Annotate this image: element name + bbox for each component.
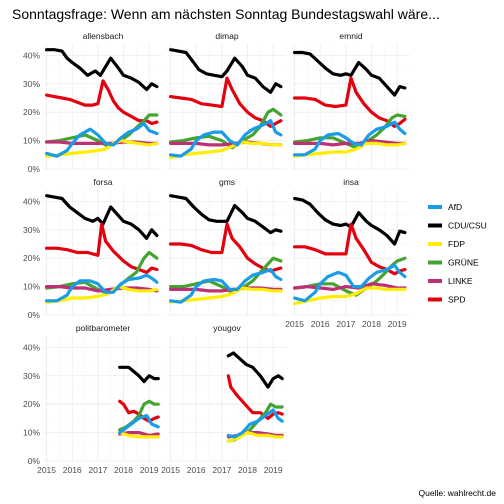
series-line-fdp — [293, 141, 407, 158]
series-line-spd — [169, 76, 283, 129]
series-line-fdp — [226, 431, 284, 443]
series-line-fdp — [169, 140, 283, 160]
y-tick-label: 0% — [28, 456, 41, 466]
series-line-spd — [44, 222, 159, 274]
y-tick-label: 30% — [23, 225, 40, 235]
series-line-cdu-csu — [169, 48, 283, 94]
panels-layer: allensbach 0% 10% 20% 30% 40% dimap emnid forsa 0… — [23, 31, 410, 475]
x-tick-label: 2019 — [388, 319, 407, 329]
panel-title: yougov — [213, 323, 241, 333]
legend-label: CDU/CSU — [448, 221, 487, 231]
series-line-cdu-csu — [44, 48, 159, 92]
panel-title: dimap — [215, 31, 238, 41]
legend-label: FDP — [448, 239, 465, 249]
panel-emnid: emnid — [292, 31, 410, 170]
panel-forsa: forsa 0% 10% 20% 30% 40% — [23, 177, 162, 320]
panel-title: insa — [343, 177, 359, 187]
series-line-afd — [44, 273, 159, 303]
panel-background — [44, 336, 162, 461]
legend-label: SPD — [448, 295, 465, 305]
panel-title: allensbach — [83, 31, 124, 41]
panel-background — [168, 44, 286, 169]
series-line-cdu-csu — [169, 194, 283, 235]
y-tick-label: 40% — [23, 196, 40, 206]
x-tick-label: 2015 — [285, 319, 304, 329]
chart-caption: Quelle: wahlrecht.de — [419, 488, 497, 498]
x-tick-label: 2015 — [161, 465, 180, 475]
x-tick-label: 2017 — [212, 465, 231, 475]
y-tick-label: 10% — [23, 282, 40, 292]
panel-background — [292, 44, 410, 169]
legend-item-spd: SPD — [428, 295, 465, 305]
series-line-afd — [118, 413, 160, 435]
series-line-spd — [293, 222, 407, 276]
series-line-spd — [44, 79, 159, 126]
y-tick-label: 40% — [23, 50, 40, 60]
panel-title: forsa — [94, 177, 113, 187]
y-tick-label: 20% — [23, 253, 40, 263]
legend-item-cdu-csu: CDU/CSU — [428, 221, 487, 231]
y-tick-label: 30% — [23, 371, 40, 381]
y-tick-label: 20% — [23, 399, 40, 409]
x-tick-label: 2018 — [114, 465, 133, 475]
panel-background — [168, 336, 286, 461]
legend-item-afd: AfD — [428, 202, 462, 212]
legend-label: LINKE — [448, 276, 473, 286]
panel-gms: gms — [168, 177, 286, 316]
series-line-cdu-csu — [118, 365, 160, 384]
series-line-cdu-csu — [293, 50, 407, 97]
series-line-fdp — [118, 431, 160, 439]
series-line-fdp — [293, 286, 407, 306]
y-tick-label: 10% — [23, 428, 40, 438]
panel-title: politbarometer — [76, 323, 131, 333]
y-tick-label: 30% — [23, 79, 40, 89]
legend-item-linke: LINKE — [428, 276, 473, 286]
series-line-afd — [293, 263, 407, 303]
series-line-fdp — [44, 139, 159, 158]
chart-title: Sonntagsfrage: Wenn am nächsten Sonntag … — [12, 6, 440, 22]
y-tick-label: 20% — [23, 107, 40, 117]
legend-label: AfD — [448, 202, 462, 212]
x-tick-label: 2016 — [63, 465, 82, 475]
series-line-afd — [44, 121, 159, 158]
panel-insa: insa 2015 2016 2017 2018 2019 — [285, 177, 410, 329]
y-tick-label: 10% — [23, 136, 40, 146]
panel-title: gms — [219, 177, 235, 187]
panel-politbarometer: politbarometer 0% 10% 20% 30% 40% 2015 2016 2017… — [23, 323, 162, 475]
x-tick-label: 2015 — [37, 465, 56, 475]
series-line-afd — [226, 408, 284, 439]
y-tick-label: 0% — [28, 310, 41, 320]
series-line-fdp — [169, 286, 283, 304]
x-tick-label: 2016 — [187, 465, 206, 475]
x-tick-label: 2018 — [362, 319, 381, 329]
panel-title: emnid — [339, 31, 362, 41]
series-line-afd — [293, 120, 407, 157]
series-line-cdu-csu — [226, 351, 284, 389]
x-tick-label: 2017 — [336, 319, 355, 329]
panel-yougov: yougov 2015 2016 2017 2018 2019 — [161, 323, 286, 475]
y-tick-label: 0% — [28, 164, 41, 174]
legend-item-fdp: FDP — [428, 239, 465, 249]
x-tick-label: 2019 — [140, 465, 159, 475]
legend-item-gruene: GRÜNE — [428, 258, 479, 268]
series-line-afd — [169, 267, 283, 304]
legend: AfD CDU/CSU FDP GRÜNE LINKE SPD — [428, 202, 487, 305]
y-tick-label: 40% — [23, 342, 40, 352]
x-tick-label: 2017 — [88, 465, 107, 475]
legend-label: GRÜNE — [448, 258, 479, 268]
panel-dimap: dimap — [168, 31, 286, 170]
series-line-afd — [169, 119, 283, 158]
x-tick-label: 2016 — [311, 319, 330, 329]
x-tick-label: 2018 — [238, 465, 257, 475]
panel-allensbach: allensbach 0% 10% 20% 30% 40% — [23, 31, 162, 174]
x-tick-label: 2019 — [264, 465, 283, 475]
